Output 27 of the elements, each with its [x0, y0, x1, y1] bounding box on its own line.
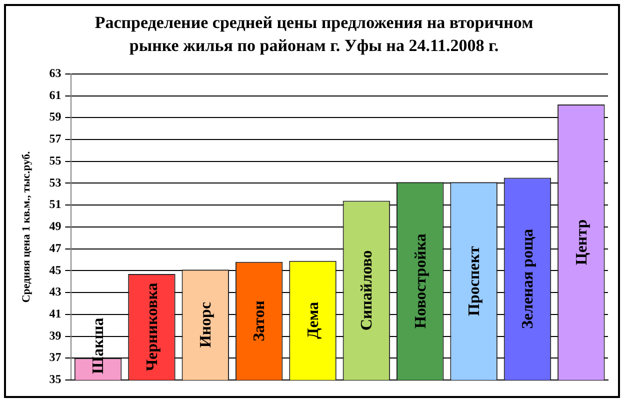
y-tick-label: 39	[49, 328, 62, 342]
y-tick-label: 41	[49, 306, 62, 320]
y-tick-label: 63	[49, 66, 62, 80]
y-tick-label: 51	[49, 197, 62, 212]
x-tick-label: Затон	[251, 300, 268, 342]
x-tick-label: Центр	[573, 219, 590, 266]
x-tick-label: Новостройка	[412, 234, 430, 328]
x-tick-label: Инорс	[198, 302, 215, 348]
chart-title: Распределение средней цены предложения на вторичном рынке жилья по районам г. Уфы на 24.11.2008 г.	[94, 12, 534, 55]
x-tick-label: Проспект	[466, 246, 483, 316]
x-tick-label: Зеленая роща	[520, 228, 537, 329]
y-axis-title: Средняя цена 1 кв.м., тыс.руб.	[20, 151, 32, 303]
y-tick-label: 47	[49, 240, 62, 255]
y-tick-label: 57	[49, 132, 62, 146]
y-tick-label: 37	[49, 350, 62, 364]
y-tick-label: 61	[49, 88, 62, 102]
x-tick-label: Черниковка	[144, 282, 161, 372]
x-tick-label: Дема	[304, 302, 322, 339]
y-tick-label: 49	[49, 219, 62, 234]
y-tick-label: 53	[49, 175, 62, 190]
x-tick-label: Сипайлово	[358, 250, 376, 331]
x-tick-label: Шакша	[90, 318, 108, 374]
y-tick-label: 35	[49, 372, 62, 386]
y-tick-label: 59	[49, 110, 62, 124]
y-tick-label: 43	[49, 284, 62, 299]
y-tick-label: 45	[49, 262, 62, 277]
y-tick-label: 55	[49, 153, 62, 168]
